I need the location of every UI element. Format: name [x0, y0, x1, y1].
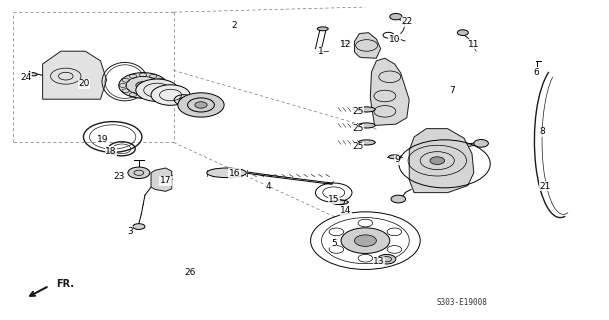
Circle shape	[178, 93, 224, 117]
Text: 12: 12	[340, 40, 351, 49]
Text: 14: 14	[340, 206, 351, 215]
Text: 13: 13	[373, 257, 384, 266]
Text: 19: 19	[97, 135, 108, 144]
Text: 5: 5	[331, 239, 337, 248]
Ellipse shape	[207, 168, 246, 178]
Polygon shape	[43, 51, 107, 99]
Text: 17: 17	[160, 176, 171, 185]
Circle shape	[341, 228, 390, 253]
Ellipse shape	[389, 155, 401, 159]
Circle shape	[430, 157, 445, 164]
Circle shape	[378, 254, 396, 264]
Text: 10: 10	[389, 35, 400, 44]
Text: 24: 24	[20, 73, 31, 82]
Ellipse shape	[358, 107, 375, 112]
Circle shape	[128, 167, 150, 179]
Ellipse shape	[358, 140, 375, 145]
Circle shape	[119, 73, 167, 98]
Text: 22: 22	[401, 17, 412, 26]
Circle shape	[136, 79, 178, 101]
Text: 25: 25	[353, 107, 364, 116]
Circle shape	[391, 195, 406, 203]
Text: 6: 6	[533, 68, 539, 77]
Text: 2: 2	[231, 21, 238, 30]
Text: 1: 1	[318, 47, 324, 56]
Text: 8: 8	[539, 127, 545, 136]
Text: 20: 20	[79, 79, 90, 88]
Ellipse shape	[29, 73, 37, 76]
Circle shape	[151, 85, 190, 105]
Ellipse shape	[317, 27, 328, 31]
Text: 26: 26	[185, 268, 195, 277]
Text: 23: 23	[113, 172, 124, 181]
Ellipse shape	[133, 224, 145, 229]
Text: 25: 25	[353, 124, 364, 133]
Ellipse shape	[331, 200, 348, 204]
Text: 11: 11	[468, 40, 479, 49]
Circle shape	[474, 140, 488, 147]
Text: 18: 18	[105, 147, 116, 156]
Polygon shape	[409, 129, 474, 193]
Circle shape	[457, 30, 468, 36]
Text: 16: 16	[229, 169, 240, 178]
Text: 4: 4	[265, 182, 271, 191]
Ellipse shape	[342, 41, 350, 44]
Polygon shape	[370, 58, 409, 125]
Text: 7: 7	[449, 86, 455, 95]
Polygon shape	[151, 168, 172, 191]
Text: 25: 25	[353, 142, 364, 151]
Text: S303-E19008: S303-E19008	[436, 298, 487, 307]
Text: 3: 3	[127, 227, 133, 236]
Polygon shape	[354, 33, 381, 58]
Circle shape	[136, 82, 150, 89]
Text: FR.: FR.	[57, 279, 74, 289]
Circle shape	[390, 13, 402, 20]
Ellipse shape	[358, 123, 375, 128]
Text: 21: 21	[540, 182, 551, 191]
Text: 15: 15	[328, 195, 339, 204]
Circle shape	[195, 102, 207, 108]
Text: 9: 9	[394, 156, 400, 164]
Circle shape	[354, 235, 376, 246]
